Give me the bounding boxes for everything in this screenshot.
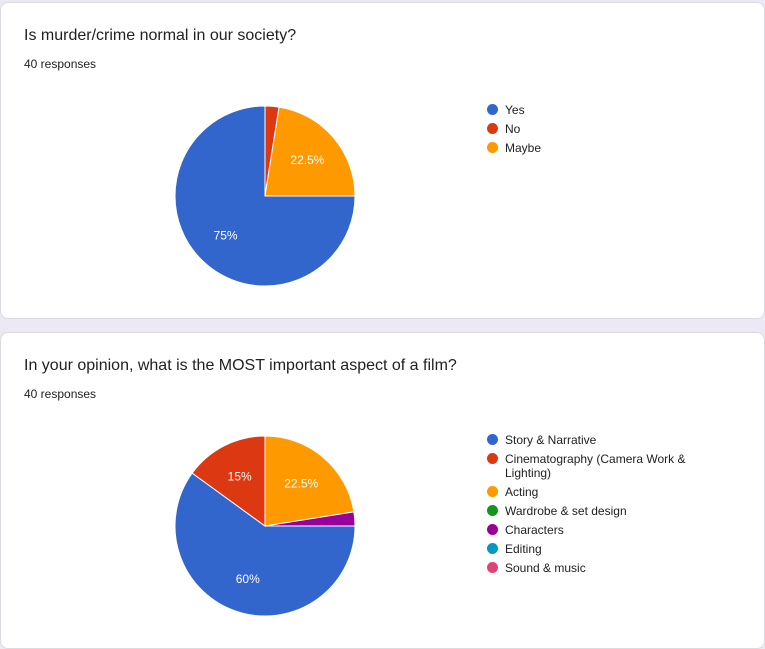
legend-swatch-icon: [487, 453, 498, 464]
data-label: 75%: [214, 228, 238, 242]
legend-swatch-icon: [487, 524, 498, 535]
legend-item: No: [487, 122, 697, 136]
response-count: 40 responses: [24, 387, 97, 401]
legend-label: Sound & music: [505, 561, 586, 575]
legend-item: Story & Narrative: [487, 433, 697, 447]
legend-label: Yes: [505, 103, 525, 117]
pie-slice-story-narrative: [174, 472, 356, 617]
pie-slice-acting: [264, 435, 355, 527]
legend-item: Wardrobe & set design: [487, 504, 697, 518]
data-label: 60%: [236, 572, 260, 586]
question-title: In your opinion, what is the MOST import…: [24, 357, 457, 374]
pie-chart: 22.5% 60% 15%: [174, 435, 356, 617]
chart-legend: Yes No Maybe: [487, 103, 697, 160]
legend-item: Characters: [487, 523, 697, 537]
pie-chart: 22.5% 75%: [174, 105, 356, 287]
data-label: 22.5%: [290, 153, 324, 167]
data-label: 22.5%: [284, 477, 318, 491]
question-card-1: Is murder/crime normal in our society? 4…: [0, 2, 765, 319]
legend-label: Cinematography (Camera Work & Lighting): [505, 452, 686, 480]
legend-label: No: [505, 122, 521, 136]
legend-swatch-icon: [487, 543, 498, 554]
legend-swatch-icon: [487, 434, 498, 445]
legend-label: Characters: [505, 523, 564, 537]
pie-slice-maybe: [264, 106, 356, 197]
question-card-2: In your opinion, what is the MOST import…: [0, 332, 765, 649]
legend-label: Wardrobe & set design: [505, 504, 627, 518]
response-count: 40 responses: [24, 57, 97, 71]
legend-item: Editing: [487, 542, 697, 556]
legend-label: Maybe: [505, 141, 542, 155]
legend-swatch-icon: [487, 505, 498, 516]
pie-slice-cinematography-camera-work-lighting-: [191, 435, 266, 527]
data-label: 15%: [228, 469, 252, 483]
chart-legend: Story & Narrative Cinematography (Camera …: [487, 433, 697, 580]
legend-label: Editing: [505, 542, 542, 556]
legend-swatch-icon: [487, 142, 498, 153]
legend-item: Cinematography (Camera Work & Lighting): [487, 452, 697, 480]
legend-swatch-icon: [487, 104, 498, 115]
legend-swatch-icon: [487, 486, 498, 497]
legend-label: Story & Narrative: [505, 433, 597, 447]
legend-swatch-icon: [487, 123, 498, 134]
pie-slice-yes: [174, 105, 356, 287]
legend-label: Acting: [505, 485, 539, 499]
legend-item: Sound & music: [487, 561, 697, 575]
legend-swatch-icon: [487, 562, 498, 573]
question-title: Is murder/crime normal in our society?: [24, 27, 297, 44]
legend-item: Yes: [487, 103, 697, 117]
legend-item: Maybe: [487, 141, 697, 155]
legend-item: Acting: [487, 485, 697, 499]
